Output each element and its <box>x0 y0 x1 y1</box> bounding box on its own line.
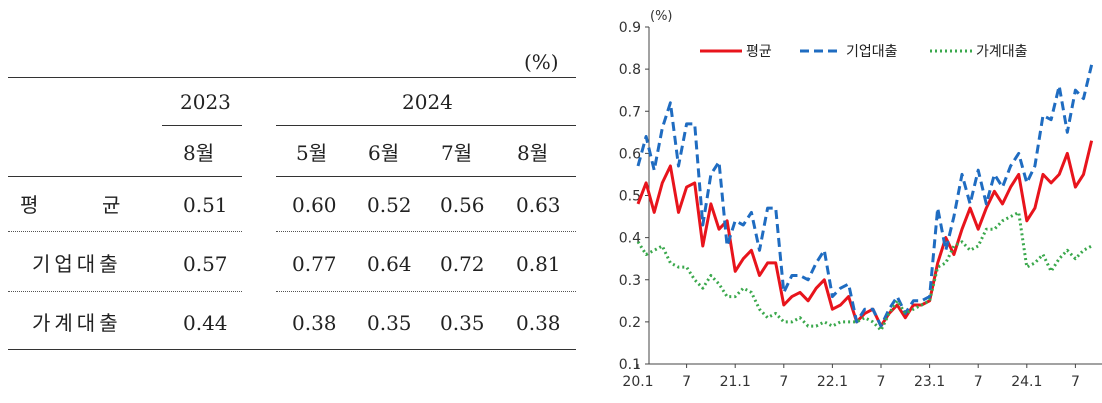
x-tick-label: 21.1 <box>720 374 751 390</box>
table-cell: 0.38 <box>292 311 337 335</box>
header-month: 8월 <box>517 141 549 165</box>
row-divider <box>276 231 576 232</box>
line-chart: 0.1 0.2 0.3 0.4 0.5 0.6 0.7 0.8 0.9 (%) 20.1 7 21.1 7… <box>590 0 1102 398</box>
header-year-2024: 2024 <box>402 90 453 114</box>
year-2023-underline <box>162 125 242 126</box>
y-tick-label: 0.6 <box>619 146 641 162</box>
table-cell: 0.35 <box>440 311 485 335</box>
y-tick-label: 0.7 <box>619 104 641 120</box>
row-label: 가계대출 <box>32 311 122 335</box>
table-top-rule <box>8 77 576 78</box>
legend-label: 평균 <box>746 44 772 60</box>
table-cell: 0.38 <box>516 311 561 335</box>
table-cell: 0.64 <box>367 252 412 276</box>
table-cell: 0.44 <box>183 311 228 335</box>
header-month: 8월 <box>183 141 215 165</box>
y-axis-unit: (%) <box>650 9 673 24</box>
x-tick-label: 22.1 <box>817 374 848 390</box>
table-cell: 0.72 <box>440 252 485 276</box>
table-cell: 0.52 <box>367 193 412 217</box>
series-line-3 <box>636 210 1093 332</box>
header-bottom-rule <box>276 176 576 177</box>
header-month: 5월 <box>296 141 328 165</box>
table-cell: 0.57 <box>183 252 228 276</box>
row-divider <box>8 231 242 232</box>
x-tick-label: 24.1 <box>1011 374 1042 390</box>
rate-table: (%) 2023 2024 8월 5월 6월 7월 8월 평 균 0.51 0.… <box>8 50 576 350</box>
y-tick-label: 0.5 <box>619 189 641 205</box>
series-line-2 <box>636 64 1094 328</box>
x-tick-label: 7 <box>974 374 983 390</box>
table-cell: 0.63 <box>516 193 561 217</box>
x-tick-label: 7 <box>877 374 886 390</box>
row-divider <box>276 291 576 292</box>
header-month: 6월 <box>368 141 400 165</box>
chart-canvas: 0.1 0.2 0.3 0.4 0.5 0.6 0.7 0.8 0.9 (%) 20.1 7 21.1 7… <box>619 9 1102 390</box>
table-unit: (%) <box>524 50 559 74</box>
row-label: 평 균 <box>20 193 121 217</box>
table-cell: 0.81 <box>516 252 561 276</box>
row-label: 기업대출 <box>32 252 122 276</box>
year-2024-underline <box>276 125 576 126</box>
y-tick-label: 0.3 <box>619 273 641 289</box>
table-cell: 0.60 <box>292 193 337 217</box>
x-tick-label: 20.1 <box>622 374 653 390</box>
legend-label: 기업대출 <box>846 44 898 60</box>
legend-label: 가계대출 <box>976 44 1028 60</box>
y-tick-label: 0.4 <box>619 231 641 247</box>
y-tick-label: 0.1 <box>619 357 641 373</box>
table-cell: 0.51 <box>183 193 228 217</box>
row-divider <box>8 291 242 292</box>
header-bottom-rule <box>8 176 242 177</box>
table-cell: 0.35 <box>367 311 412 335</box>
y-tick-label: 0.9 <box>619 20 641 36</box>
x-tick-label: 7 <box>1071 374 1080 390</box>
table-cell: 0.56 <box>440 193 485 217</box>
table-cell: 0.77 <box>292 252 337 276</box>
y-tick-label: 0.8 <box>619 62 641 78</box>
header-month: 7월 <box>441 141 473 165</box>
x-tick-label: 7 <box>682 374 691 390</box>
series-line-1 <box>636 140 1094 328</box>
y-tick-label: 0.2 <box>619 315 641 331</box>
x-tick-label: 23.1 <box>914 374 945 390</box>
table-bottom-rule <box>8 349 576 350</box>
header-year-2023: 2023 <box>180 90 231 114</box>
x-tick-label: 7 <box>779 374 788 390</box>
